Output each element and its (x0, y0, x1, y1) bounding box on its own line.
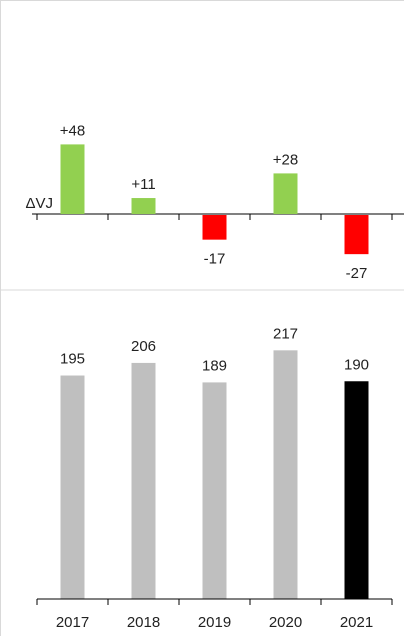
chart-container: +48 +11 -17 +28 -27 ΔVJ 195 2017 206 2018 189 2019… (0, 0, 405, 637)
chart-frame (0, 0, 404, 636)
